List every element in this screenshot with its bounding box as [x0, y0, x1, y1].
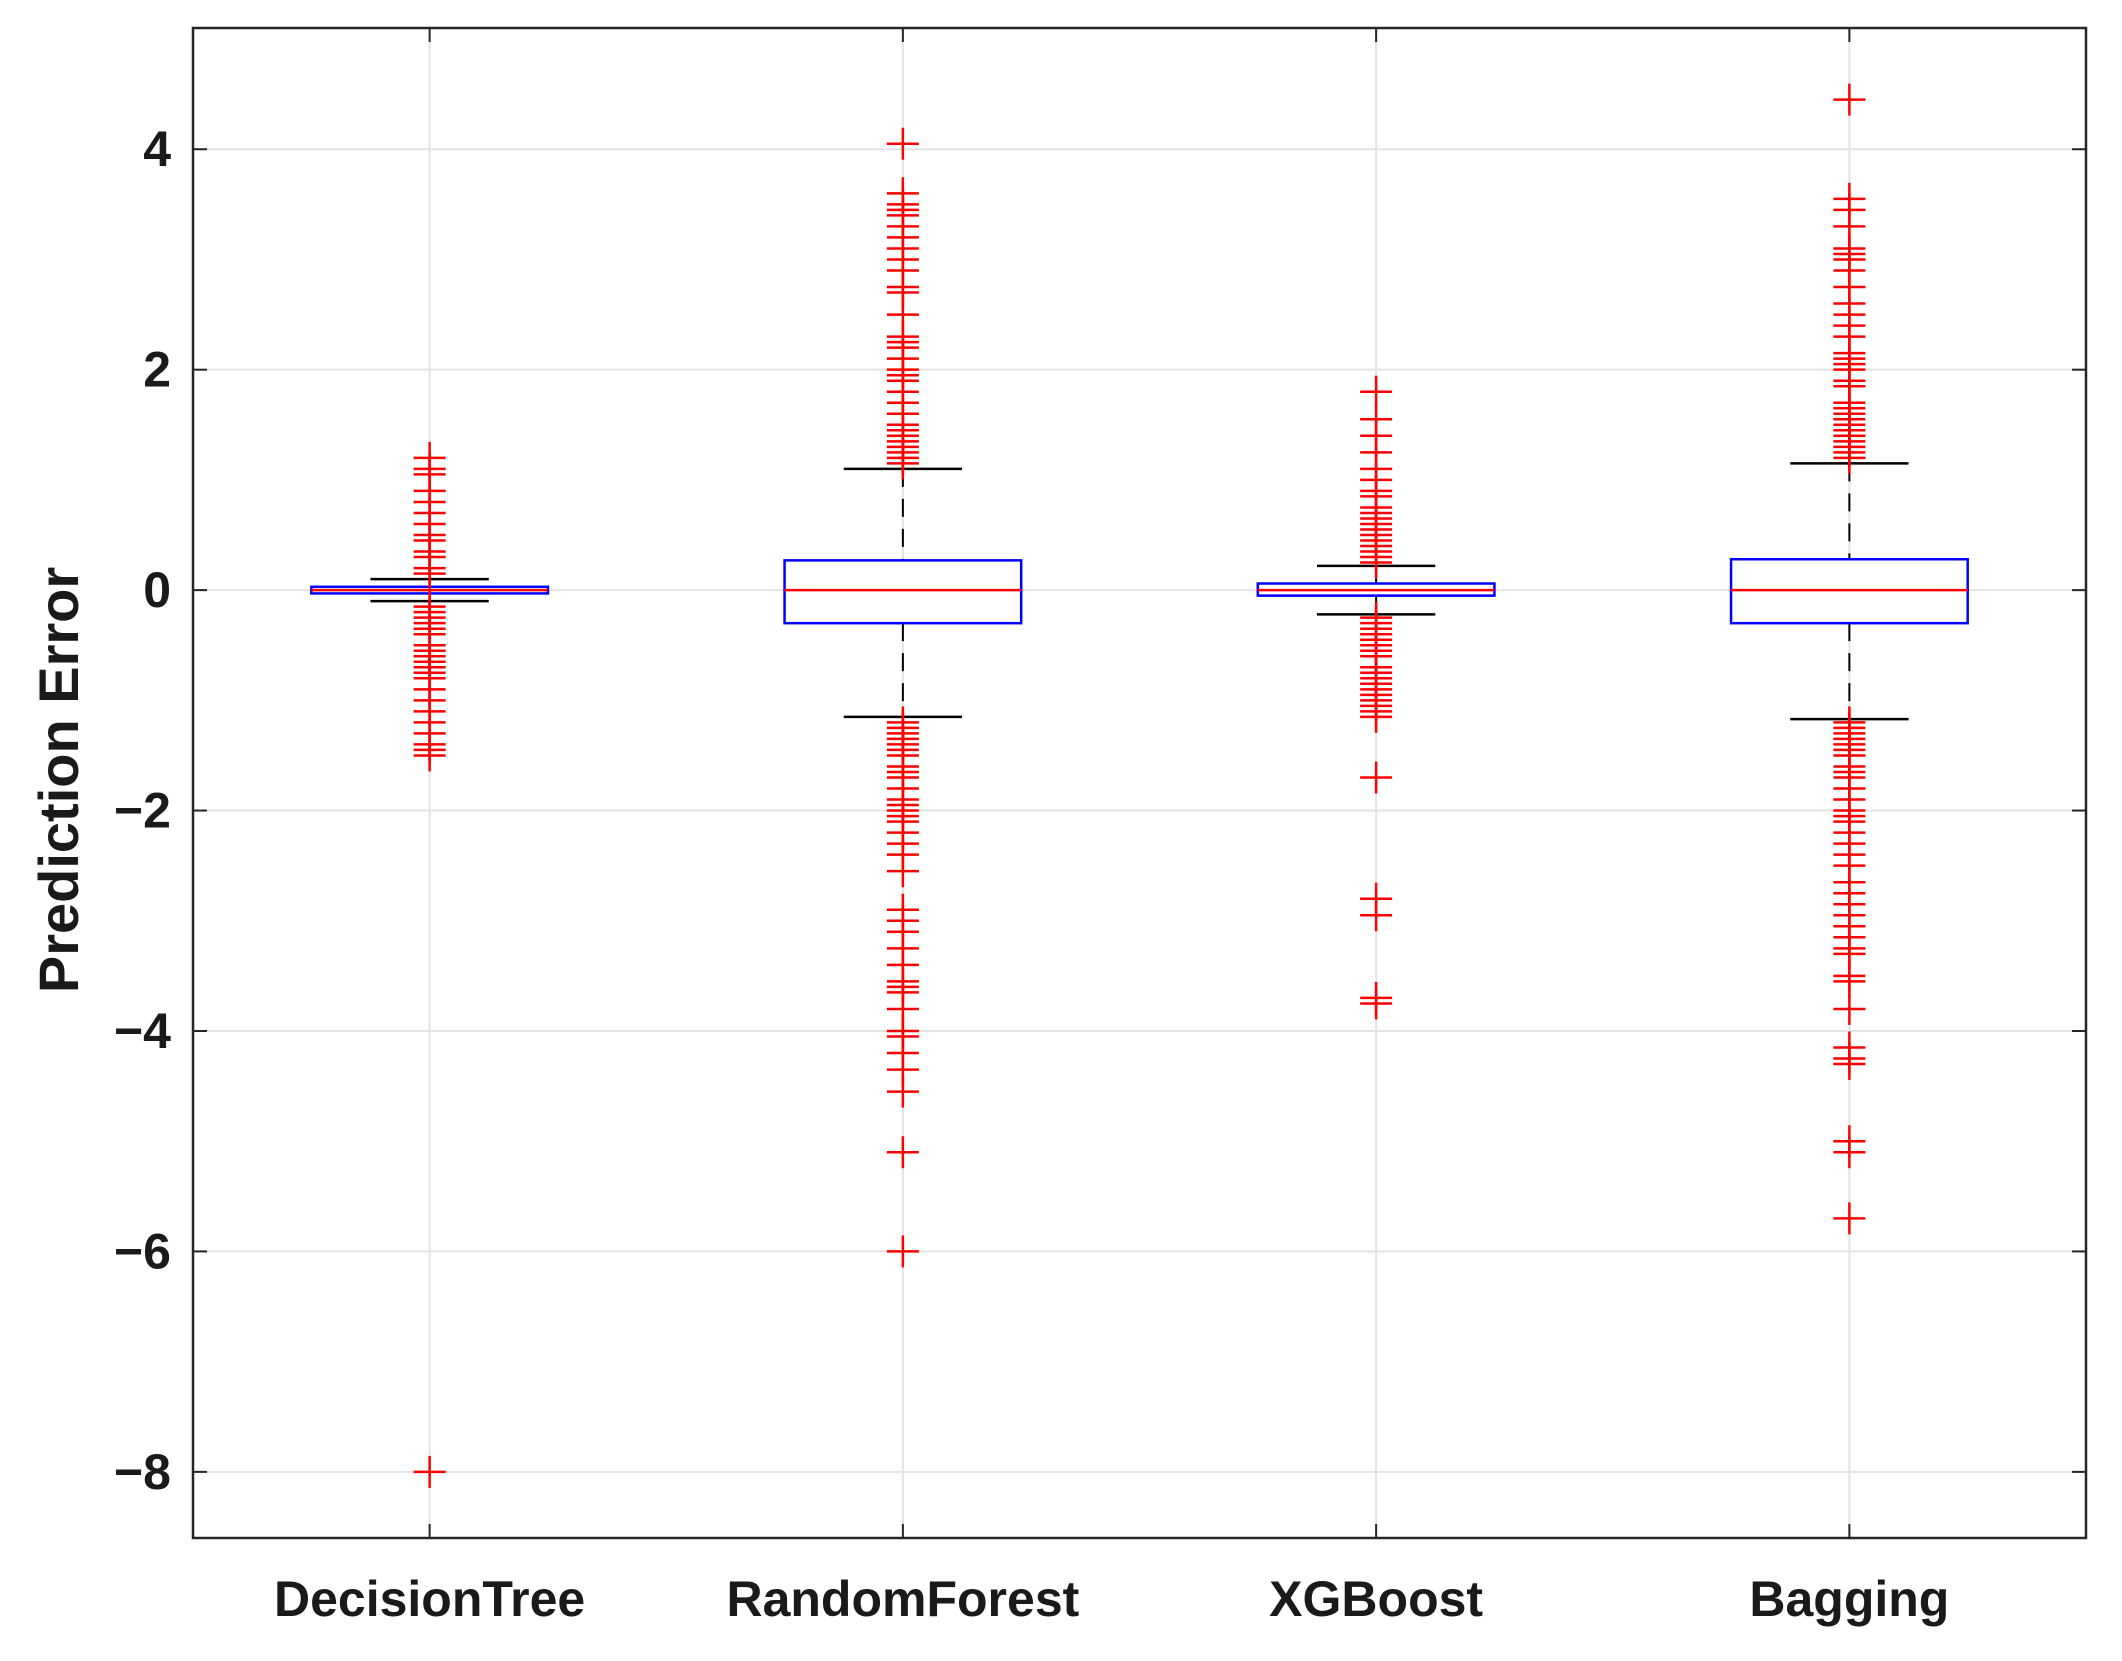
- grid-lines: [193, 28, 2086, 1538]
- y-tick-label: −2: [114, 783, 171, 839]
- boxes: [310, 462, 1969, 721]
- outlier-point: [1833, 965, 1866, 998]
- outlier-point: [886, 1235, 919, 1268]
- x-tick-label: RandomForest: [726, 1571, 1079, 1627]
- x-tick-label: DecisionTree: [274, 1571, 585, 1627]
- outlier-point: [886, 1075, 919, 1108]
- y-tick-label: −4: [114, 1003, 171, 1059]
- y-tick-label: 4: [143, 121, 171, 177]
- outlier-point: [1833, 83, 1866, 116]
- outliers: [413, 83, 1866, 1488]
- outlier-point: [1360, 375, 1393, 408]
- outlier-point: [1833, 1136, 1866, 1169]
- outlier-point: [413, 739, 446, 772]
- iqr-box: [783, 559, 1023, 625]
- y-axis-label: Prediction Error: [27, 567, 90, 993]
- axes: 4 2 0 −2 −4 −6 −8 DecisionTree RandomForest XGBoo…: [114, 26, 2088, 1627]
- outlier-point: [1360, 761, 1393, 794]
- outlier-point: [1360, 987, 1393, 1020]
- outlier-point: [886, 855, 919, 888]
- x-tick-label: Bagging: [1749, 1571, 1949, 1627]
- outlier-point: [1360, 546, 1393, 579]
- outlier-point: [886, 447, 919, 480]
- outlier-point: [886, 1136, 919, 1169]
- y-tick-label: −6: [114, 1223, 171, 1279]
- outlier-point: [1833, 1048, 1866, 1081]
- outlier-point: [1360, 700, 1393, 733]
- outlier-point: [413, 1455, 446, 1488]
- outlier-point: [1833, 441, 1866, 474]
- outlier-point: [1833, 992, 1866, 1025]
- labels: Prediction Error: [27, 567, 90, 993]
- outlier-point: [1833, 1202, 1866, 1235]
- axes-frame: [191, 26, 2088, 1540]
- outlier-point: [413, 557, 446, 590]
- x-tick-label: XGBoost: [1269, 1571, 1483, 1627]
- y-tick-label: 0: [143, 562, 171, 618]
- y-tick-label: −8: [114, 1444, 171, 1500]
- y-tick-label: 2: [143, 342, 171, 398]
- outlier-point: [886, 127, 919, 160]
- outlier-point: [1360, 899, 1393, 932]
